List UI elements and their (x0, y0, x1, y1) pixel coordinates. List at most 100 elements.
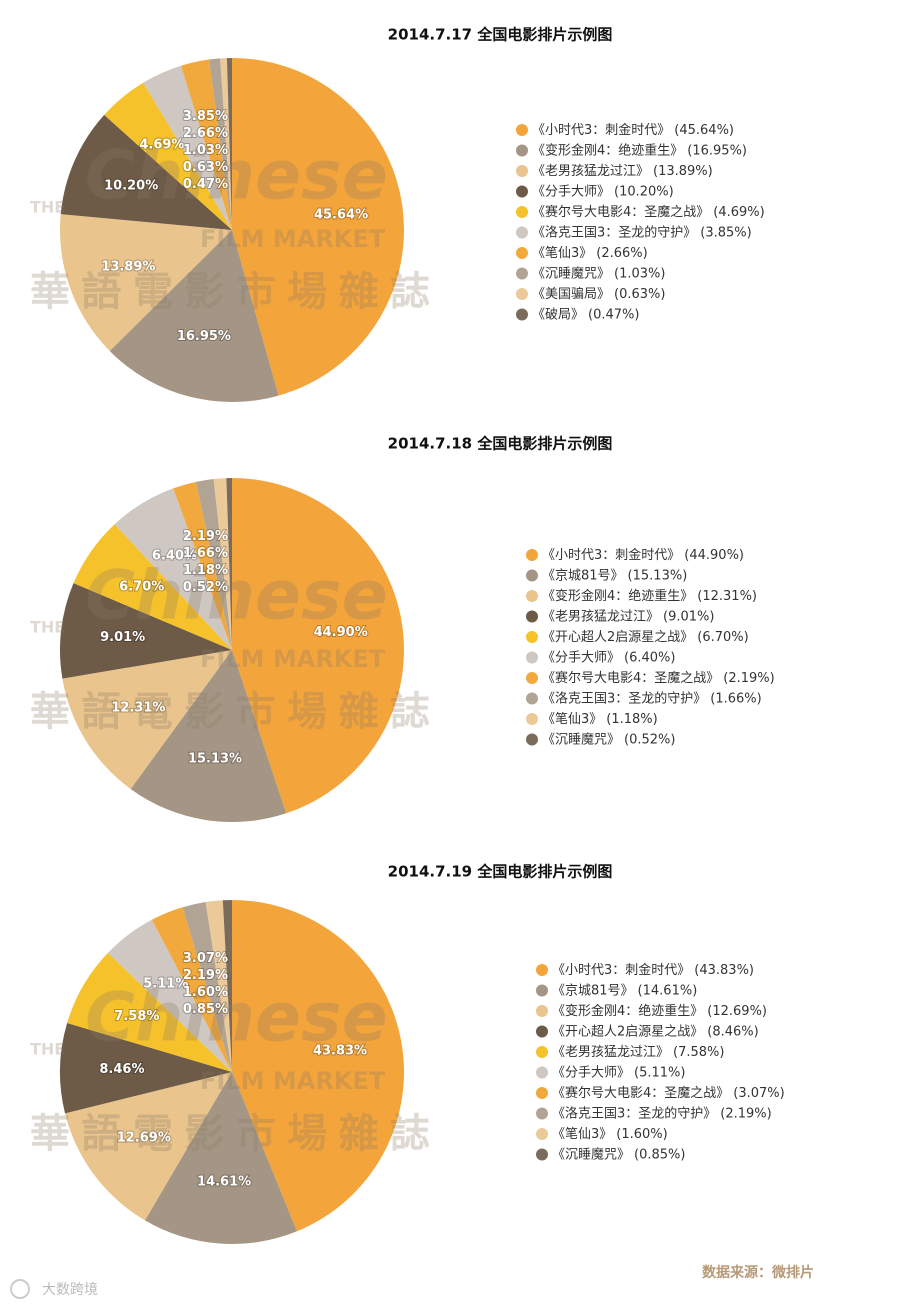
legend-swatch (516, 165, 528, 177)
data-label: 1.18% (183, 563, 228, 578)
legend-value: (1.60%) (616, 1127, 667, 1142)
legend-name: 《赛尔号大电影4：圣魔之战》 (542, 670, 719, 686)
legend-entry: 《赛尔号大电影4：圣魔之战》 (3.07%) (552, 1085, 785, 1101)
legend-entry: 《洛克王国3：圣龙的守护》 (2.19%) (552, 1105, 772, 1121)
pie-slice (60, 114, 233, 230)
legend-value: (12.69%) (707, 1004, 767, 1019)
legend-swatch (516, 144, 528, 157)
legend-name: 《小时代3：刺金时代》 (542, 547, 680, 563)
legend-entry: 《开心超人2启源星之战》 (8.46%) (552, 1024, 759, 1039)
pie-slice (205, 900, 232, 1072)
legend-name: 《小时代3：刺金时代》 (532, 122, 670, 138)
chart-title: 2014.7.18 全国电影排片示例图 (388, 435, 613, 453)
legend-swatch (516, 185, 528, 198)
legend-entry: 《洛克王国3：圣龙的守护》 (1.66%) (542, 690, 762, 706)
data-label: 15.13% (188, 751, 242, 766)
data-label: 4.69% (139, 138, 184, 153)
pie-slice (195, 478, 232, 650)
data-label: 1.66% (183, 546, 228, 561)
legend-value: (44.90%) (684, 548, 744, 563)
logo-text: 大数跨境 (42, 1282, 98, 1298)
legend-entry: 《开心超人2启源星之战》 (6.70%) (542, 630, 749, 645)
legend-name: 《洛克王国3：圣龙的守护》 (552, 1105, 716, 1121)
legend-name: 《小时代3：刺金时代》 (552, 962, 690, 978)
legend-swatch (536, 964, 548, 976)
data-label: 44.90% (314, 625, 368, 640)
legend-name: 《老男孩猛龙过江》 (552, 1045, 669, 1060)
legend-value: (15.13%) (628, 568, 688, 583)
pie-slice (151, 907, 232, 1072)
pie-slice (173, 481, 232, 650)
legend-entry: 《老男孩猛龙过江》 (7.58%) (552, 1045, 724, 1060)
pie-slice (144, 1072, 297, 1244)
legend-entry: 《沉睡魔咒》 (1.03%) (532, 266, 665, 281)
data-label: 9.01% (100, 630, 145, 645)
legend-entry: 《赛尔号大电影4：圣魔之战》 (4.69%) (532, 204, 765, 220)
legend-swatch (526, 590, 538, 602)
legend-name: 《笔仙3》 (542, 711, 602, 727)
pie-slice (220, 58, 232, 230)
legend-name: 《洛克王国3：圣龙的守护》 (532, 224, 696, 240)
legend-name: 《分手大师》 (542, 650, 620, 665)
legend-value: (12.31%) (697, 589, 757, 604)
data-label: 6.40% (152, 549, 197, 564)
pie-slice (222, 900, 232, 1072)
legend-value: (2.19%) (720, 1106, 771, 1121)
legend-name: 《笔仙3》 (532, 245, 592, 261)
legend-entry: 《洛克王国3：圣龙的守护》 (3.85%) (532, 224, 752, 240)
legend-entry: 《破局》 (0.47%) (532, 307, 639, 322)
legend-value: (43.83%) (694, 963, 754, 978)
legend-name: 《分手大师》 (552, 1065, 630, 1080)
data-label: 6.70% (119, 579, 164, 594)
pie-slice (104, 82, 232, 230)
watermark-text: FILM MARKET (200, 645, 386, 673)
legend-swatch (526, 733, 538, 746)
pie-slice (213, 478, 232, 650)
data-label: 45.64% (314, 207, 368, 222)
legend-value: (1.66%) (710, 691, 761, 706)
chart-title: 2014.7.17 全国电影排片示例图 (388, 26, 613, 44)
data-label: 12.31% (111, 700, 165, 715)
pie-slice (232, 58, 404, 396)
legend-entry: 《笔仙3》 (1.18%) (542, 711, 658, 727)
legend-swatch (536, 1066, 548, 1079)
legend-value: (5.11%) (634, 1065, 685, 1080)
watermark-text: THE (30, 198, 65, 217)
pie-slice (59, 214, 232, 351)
pie-slice (130, 650, 287, 822)
legend-swatch (536, 1128, 548, 1140)
data-label: 43.83% (313, 1043, 367, 1058)
legend-swatch (516, 247, 528, 259)
legend-value: (2.19%) (723, 671, 774, 686)
legend-swatch (516, 267, 528, 280)
data-label: 3.85% (183, 109, 228, 124)
legend-name: 《美国骗局》 (532, 287, 610, 302)
watermark-text: Chinese (85, 137, 388, 216)
watermark-text: FILM MARKET (200, 225, 386, 253)
legend-value: (3.85%) (700, 225, 751, 240)
data-label: 2.66% (183, 126, 228, 141)
legend-swatch (536, 984, 548, 997)
legend-swatch (526, 651, 538, 664)
legend-name: 《沉睡魔咒》 (552, 1147, 630, 1162)
legend-swatch (516, 206, 528, 218)
legend-entry: 《老男孩猛龙过江》 (9.01%) (542, 609, 714, 624)
watermark-text: FILM MARKET (200, 1067, 386, 1095)
legend-entry: 《分手大师》 (6.40%) (542, 650, 675, 665)
legend-value: (2.66%) (596, 246, 647, 261)
legend-entry: 《小时代3：刺金时代》 (44.90%) (542, 547, 744, 563)
legend-entry: 《笔仙3》 (1.60%) (552, 1126, 668, 1142)
pie-slice (209, 58, 232, 230)
legend-value: (0.63%) (614, 287, 665, 302)
pie-slice (226, 478, 232, 650)
legend-entry: 《沉睡魔咒》 (0.85%) (552, 1147, 685, 1162)
legend-value: (14.61%) (638, 983, 698, 998)
legend-entry: 《分手大师》 (5.11%) (552, 1065, 685, 1080)
legend-value: (1.03%) (614, 266, 665, 281)
legend-value: (45.64%) (674, 123, 734, 138)
watermark-text: THE (30, 618, 65, 637)
pie-slice (232, 478, 404, 814)
legend-value: (8.46%) (707, 1024, 758, 1039)
data-label: 3.07% (183, 951, 228, 966)
legend-value: (0.47%) (588, 307, 639, 322)
